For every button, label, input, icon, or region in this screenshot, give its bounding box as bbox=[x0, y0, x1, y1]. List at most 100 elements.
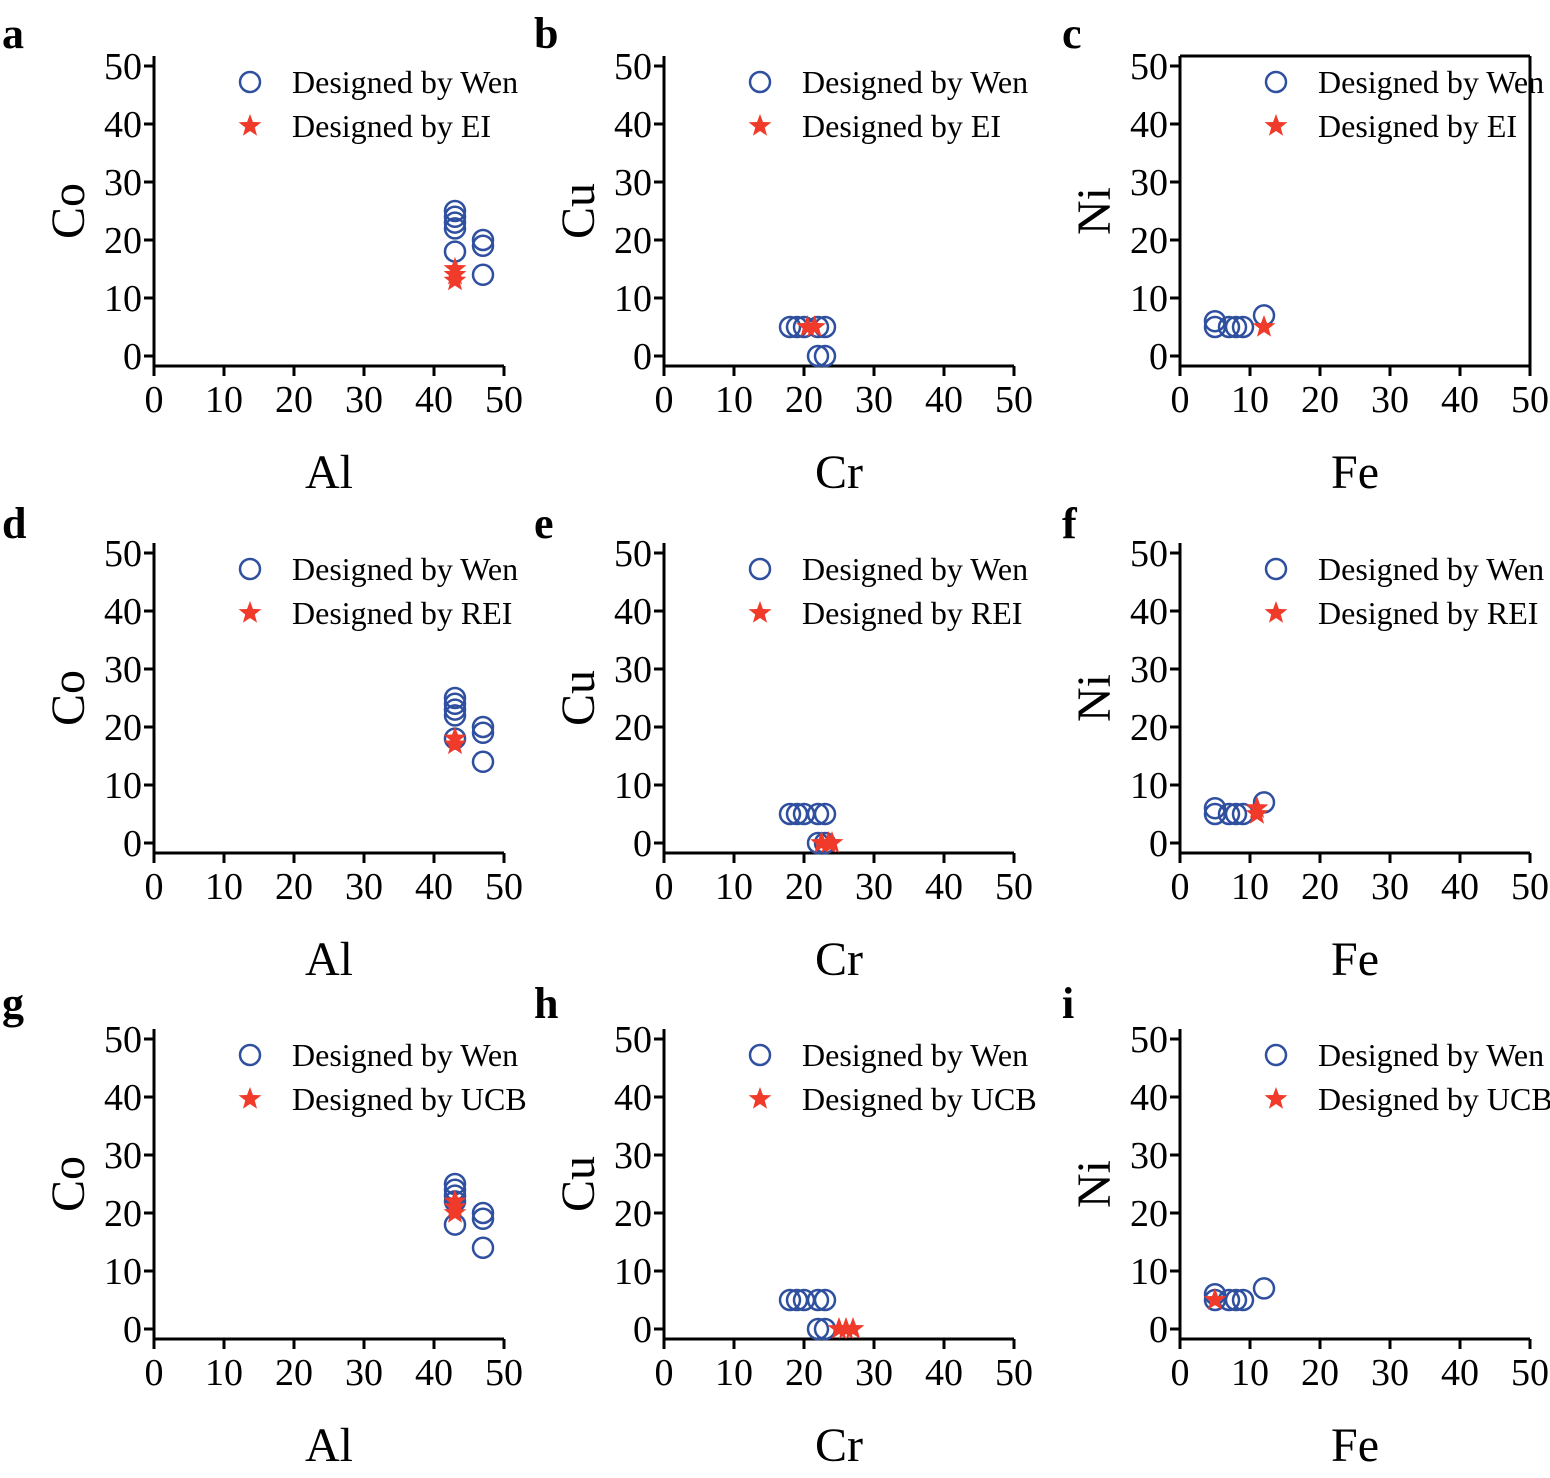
x-tick-label: 50 bbox=[1511, 379, 1549, 421]
legend-wen-marker bbox=[238, 70, 262, 94]
designed-point bbox=[443, 732, 467, 755]
y-tick-label: 50 bbox=[104, 46, 142, 88]
y-tick-label: 30 bbox=[104, 649, 142, 691]
wen-point bbox=[1203, 796, 1227, 820]
y-tick-label: 30 bbox=[1130, 649, 1168, 691]
y-tick-label: 10 bbox=[1130, 278, 1168, 320]
x-tick-label: 10 bbox=[1231, 866, 1269, 908]
legend-designed-marker bbox=[1264, 1087, 1288, 1109]
y-axis-label: Cu bbox=[552, 670, 605, 726]
y-tick-label: 30 bbox=[1130, 1135, 1168, 1177]
x-axis-label: Cr bbox=[815, 933, 863, 986]
x-axis-label: Al bbox=[305, 1419, 353, 1472]
legend-designed-label: Designed by UCB bbox=[1318, 1081, 1550, 1117]
panel-g: g 0 10 20 30 40 50 0 10 20 30 40 50 Al Co Designed by W… bbox=[2, 979, 527, 1472]
legend-wen-marker bbox=[1264, 1043, 1288, 1067]
legend-designed-label: Designed by REI bbox=[1318, 595, 1538, 631]
y-tick-label: 20 bbox=[614, 1193, 652, 1235]
wen-point bbox=[443, 686, 467, 710]
x-tick-label: 20 bbox=[275, 379, 313, 421]
x-axis-label: Al bbox=[305, 446, 353, 499]
legend-designed-marker bbox=[748, 601, 772, 623]
wen-point bbox=[443, 211, 467, 234]
x-tick-label: 20 bbox=[785, 379, 823, 421]
y-axis-label: Co bbox=[42, 1156, 95, 1212]
legend-wen-marker bbox=[748, 1043, 772, 1067]
y-tick-label: 0 bbox=[633, 823, 652, 865]
x-tick-label: 40 bbox=[415, 379, 453, 421]
x-tick-label: 10 bbox=[205, 1352, 243, 1394]
y-tick-label: 0 bbox=[1149, 336, 1168, 378]
panel-letter: c bbox=[1062, 9, 1082, 58]
y-tick-label: 0 bbox=[1149, 1309, 1168, 1351]
wen-point bbox=[1224, 315, 1248, 339]
y-tick-label: 40 bbox=[1130, 1077, 1168, 1119]
x-tick-label: 30 bbox=[1371, 1352, 1409, 1394]
y-tick-label: 50 bbox=[1130, 533, 1168, 575]
wen-point bbox=[471, 263, 495, 287]
x-tick-label: 40 bbox=[925, 379, 963, 421]
x-tick-label: 30 bbox=[855, 1352, 893, 1394]
wen-point bbox=[443, 698, 467, 721]
legend-wen-marker bbox=[748, 70, 772, 94]
y-tick-label: 0 bbox=[123, 1309, 142, 1351]
panel-f: f 0 10 20 30 40 50 0 10 20 30 40 50 Fe Ni Designed by W… bbox=[1062, 499, 1549, 986]
wen-point bbox=[1217, 802, 1241, 826]
legend-wen-marker bbox=[748, 557, 772, 581]
wen-point bbox=[1203, 309, 1227, 333]
y-tick-label: 0 bbox=[123, 823, 142, 865]
designed-point bbox=[443, 1201, 467, 1223]
y-tick-label: 30 bbox=[104, 1135, 142, 1177]
legend-wen-label: Designed by Wen bbox=[1318, 1037, 1544, 1073]
y-tick-label: 40 bbox=[1130, 591, 1168, 633]
y-tick-label: 20 bbox=[1130, 707, 1168, 749]
legend-designed-marker bbox=[748, 1087, 772, 1109]
y-tick-label: 20 bbox=[104, 707, 142, 749]
x-tick-label: 50 bbox=[995, 866, 1033, 908]
y-tick-label: 30 bbox=[614, 1135, 652, 1177]
panel-letter: i bbox=[1062, 979, 1074, 1028]
y-axis-label: Cu bbox=[552, 1156, 605, 1212]
y-tick-label: 10 bbox=[104, 278, 142, 320]
y-tick-label: 50 bbox=[1130, 1019, 1168, 1061]
wen-point bbox=[778, 315, 802, 339]
panel-letter: f bbox=[1062, 499, 1078, 548]
x-tick-label: 50 bbox=[995, 1352, 1033, 1394]
panel-a: a 0 10 20 30 40 50 0 10 20 30 40 50 Al Co Designed by W… bbox=[2, 9, 523, 499]
y-tick-label: 0 bbox=[633, 1309, 652, 1351]
legend-designed-marker bbox=[238, 114, 262, 136]
panel-letter: d bbox=[2, 499, 26, 548]
legend-wen-label: Designed by Wen bbox=[292, 551, 518, 587]
x-tick-label: 10 bbox=[1231, 1352, 1269, 1394]
x-tick-label: 0 bbox=[1171, 866, 1190, 908]
legend-designed-label: Designed by UCB bbox=[292, 1081, 527, 1117]
x-tick-label: 40 bbox=[415, 866, 453, 908]
legend-wen-label: Designed by Wen bbox=[1318, 64, 1544, 100]
y-axis-label: Cu bbox=[552, 183, 605, 239]
x-tick-label: 30 bbox=[1371, 379, 1409, 421]
legend-designed-label: Designed by UCB bbox=[802, 1081, 1037, 1117]
y-axis-label: Co bbox=[42, 183, 95, 239]
legend-designed-label: Designed by EI bbox=[292, 108, 491, 144]
x-tick-label: 40 bbox=[925, 1352, 963, 1394]
designed-point bbox=[1203, 1288, 1227, 1310]
wen-point bbox=[471, 1201, 495, 1225]
x-tick-label: 40 bbox=[1441, 379, 1479, 421]
legend-designed-label: Designed by REI bbox=[292, 595, 512, 631]
wen-point bbox=[813, 1288, 837, 1312]
legend-designed-label: Designed by REI bbox=[802, 595, 1022, 631]
y-tick-label: 0 bbox=[633, 336, 652, 378]
x-tick-label: 40 bbox=[925, 866, 963, 908]
y-tick-label: 10 bbox=[104, 1251, 142, 1293]
y-tick-label: 20 bbox=[1130, 220, 1168, 262]
legend-wen-marker bbox=[1264, 557, 1288, 581]
x-axis-label: Fe bbox=[1331, 1419, 1379, 1472]
x-tick-label: 50 bbox=[485, 866, 523, 908]
panel-d: d 0 10 20 30 40 50 0 10 20 30 40 50 Al Co Designed by W… bbox=[2, 499, 523, 986]
wen-point bbox=[806, 1317, 830, 1341]
legend-designed-marker bbox=[238, 1087, 262, 1109]
panel-b: b 0 10 20 30 40 50 0 10 20 30 40 50 Cr Cu Designed by W… bbox=[534, 9, 1033, 499]
legend-designed-marker bbox=[238, 601, 262, 623]
legend-wen-label: Designed by Wen bbox=[802, 64, 1028, 100]
